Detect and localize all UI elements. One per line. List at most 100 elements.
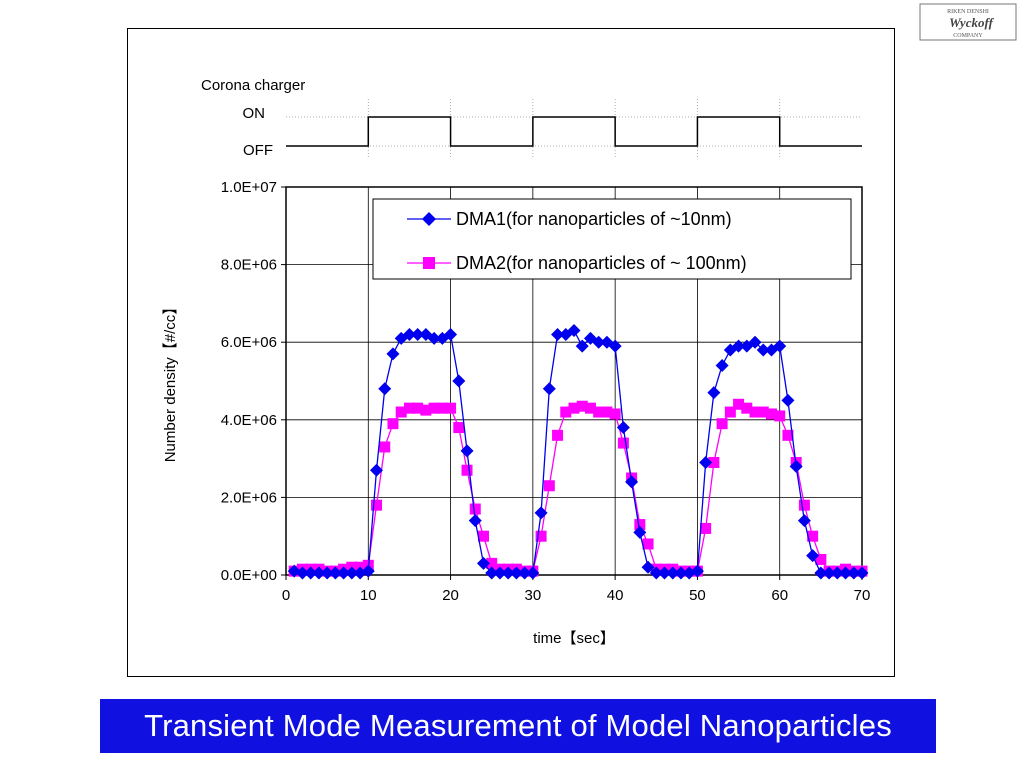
point-dma2 xyxy=(560,406,572,418)
logo-text: Wyckoff xyxy=(949,15,994,30)
point-dma1 xyxy=(345,566,359,580)
point-dma2 xyxy=(568,402,580,414)
point-dma1 xyxy=(649,566,663,580)
legend-box xyxy=(372,198,852,280)
point-dma1 xyxy=(575,339,589,353)
point-dma2 xyxy=(700,522,712,534)
point-dma1 xyxy=(485,566,499,580)
point-dma1 xyxy=(361,564,375,578)
point-dma1 xyxy=(847,566,861,580)
point-dma1 xyxy=(699,455,713,469)
point-dma1 xyxy=(616,421,630,435)
y-tick-label: 1.0E+07 xyxy=(221,179,277,196)
point-dma2 xyxy=(798,499,810,511)
y-tick-label: 0.0E+00 xyxy=(221,567,277,584)
legend-marker-diamond xyxy=(422,212,436,226)
point-dma1 xyxy=(789,459,803,473)
point-dma1 xyxy=(320,566,334,580)
point-dma2 xyxy=(782,429,794,441)
point-dma2 xyxy=(617,437,629,449)
point-dma1 xyxy=(295,566,309,580)
x-tick-labels: 0 10 20 30 40 50 60 70 xyxy=(282,575,871,604)
y-tick-labels: 0.0E+00 2.0E+06 4.0E+06 6.0E+06 8.0E+06 1.0E+… xyxy=(221,179,286,584)
point-dma1 xyxy=(633,525,647,539)
series-dma1 xyxy=(287,324,869,580)
chart-svg: Corona charger ON OFF 0 10 20 30 40 50 60 70 0.… xyxy=(162,77,871,647)
point-dma2 xyxy=(584,402,596,414)
point-dma2 xyxy=(708,456,720,468)
point-dma2 xyxy=(815,553,827,565)
x-tick-label: 0 xyxy=(282,587,290,604)
point-dma1 xyxy=(444,327,458,341)
point-dma1 xyxy=(427,331,441,345)
x-tick-label: 40 xyxy=(607,587,624,604)
point-dma2 xyxy=(412,402,424,414)
legend: DMA1(for nanoparticles of ~10nm) DMA2(for… xyxy=(372,198,852,280)
point-dma2 xyxy=(453,422,465,434)
point-dma1 xyxy=(493,566,507,580)
point-dma1 xyxy=(460,444,474,458)
x-tick-label: 60 xyxy=(771,587,788,604)
point-dma1 xyxy=(337,566,351,580)
legend-label: DMA1(for nanoparticles of ~10nm) xyxy=(456,209,732,229)
point-dma2 xyxy=(807,530,819,542)
point-dma1 xyxy=(608,339,622,353)
point-dma1 xyxy=(781,393,795,407)
x-tick-label: 20 xyxy=(442,587,459,604)
point-dma1 xyxy=(509,566,523,580)
point-dma1 xyxy=(592,335,606,349)
point-dma2 xyxy=(749,406,761,418)
point-dma1 xyxy=(855,566,869,580)
y-tick-label: 8.0E+06 xyxy=(221,257,277,274)
corona-level-off: OFF xyxy=(243,142,273,159)
point-dma1 xyxy=(452,374,466,388)
y-tick-label: 4.0E+06 xyxy=(221,412,277,429)
point-dma2 xyxy=(634,519,646,531)
point-dma1 xyxy=(378,382,392,396)
series-layer xyxy=(287,324,869,580)
point-dma1 xyxy=(312,566,326,580)
point-dma2 xyxy=(436,402,448,414)
point-dma2 xyxy=(469,503,481,515)
point-dma2 xyxy=(593,406,605,418)
x-tick-label: 70 xyxy=(854,587,871,604)
point-dma2 xyxy=(395,406,407,418)
point-dma1 xyxy=(748,335,762,349)
point-dma2 xyxy=(428,402,440,414)
x-tick-label: 50 xyxy=(689,587,706,604)
point-dma1 xyxy=(690,564,704,578)
logo-arc-bottom: COMPANY xyxy=(953,33,983,39)
point-dma1 xyxy=(814,566,828,580)
point-dma1 xyxy=(674,566,688,580)
corona-gridlines xyxy=(286,99,862,157)
legend-marker-square xyxy=(423,257,435,269)
point-dma2 xyxy=(379,441,391,453)
point-dma1 xyxy=(476,556,490,570)
point-dma1 xyxy=(839,566,853,580)
point-dma1 xyxy=(468,514,482,528)
point-dma1 xyxy=(756,343,770,357)
point-dma1 xyxy=(600,335,614,349)
point-dma2 xyxy=(477,530,489,542)
point-dma1 xyxy=(304,566,318,580)
point-dma2 xyxy=(724,406,736,418)
legend-label: DMA2(for nanoparticles of ~ 100nm) xyxy=(456,253,747,273)
point-dma2 xyxy=(552,429,564,441)
point-dma1 xyxy=(328,566,342,580)
corona-step-line xyxy=(286,116,862,147)
point-dma1 xyxy=(534,506,548,520)
point-dma1 xyxy=(526,566,540,580)
point-dma1 xyxy=(370,463,384,477)
point-dma2 xyxy=(486,557,498,569)
point-dma1 xyxy=(715,358,729,372)
point-dma1 xyxy=(773,339,787,353)
point-dma2 xyxy=(371,499,383,511)
point-dma1 xyxy=(830,566,844,580)
point-dma1 xyxy=(402,327,416,341)
y-axis-label: Number density【#/cc】 xyxy=(162,300,179,463)
point-dma1 xyxy=(501,566,515,580)
point-dma1 xyxy=(707,386,721,400)
point-dma1 xyxy=(567,324,581,338)
slide-title-banner: Transient Mode Measurement of Model Nano… xyxy=(100,699,936,753)
x-tick-label: 30 xyxy=(525,587,542,604)
